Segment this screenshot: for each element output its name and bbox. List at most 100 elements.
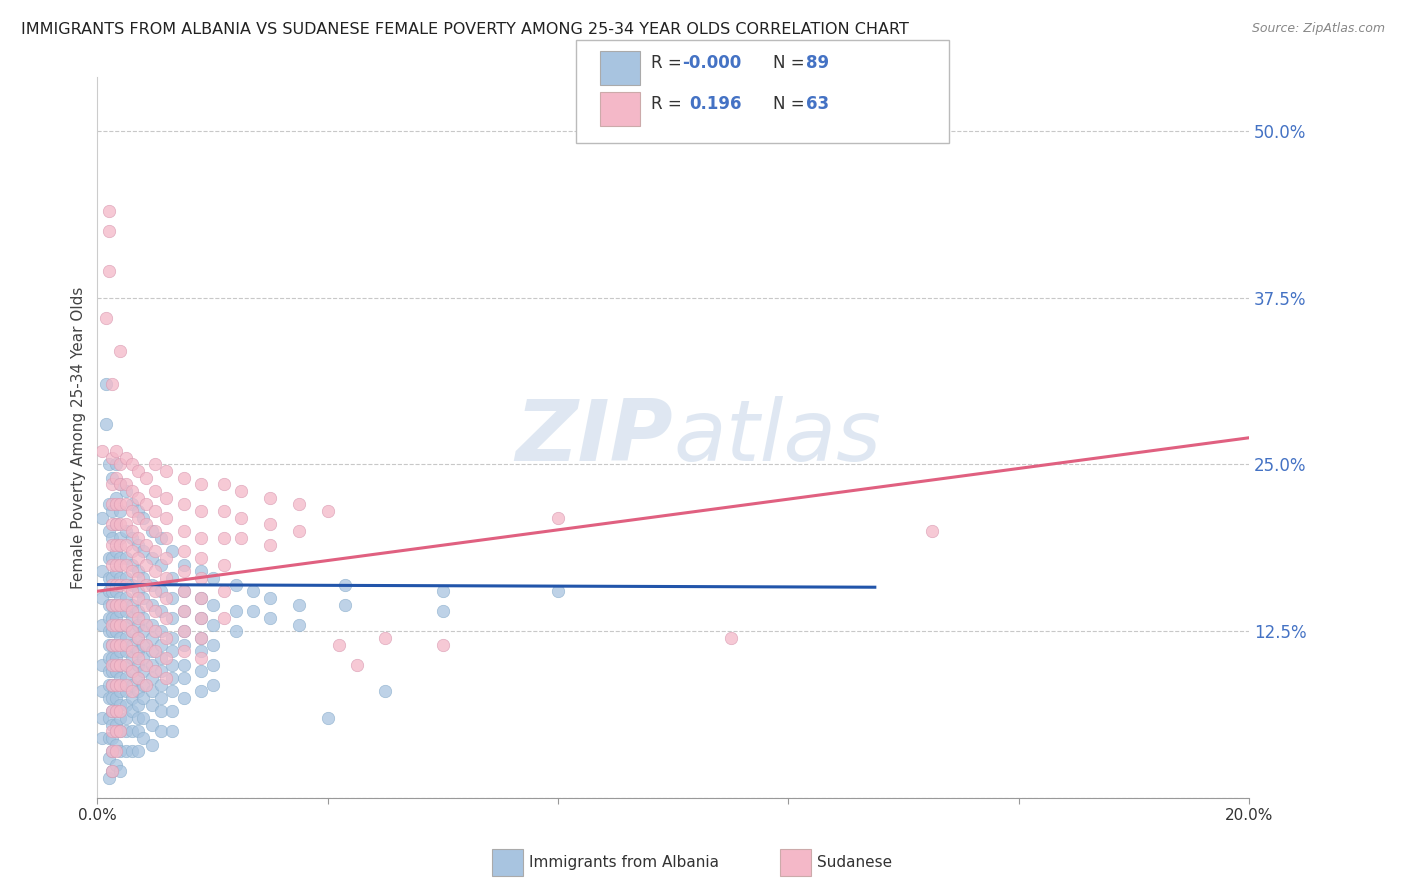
- Point: [115, 617, 138, 632]
- Point: [143, 484, 166, 499]
- Point: [141, 644, 163, 658]
- Point: [127, 671, 149, 685]
- Point: [149, 678, 172, 692]
- Point: [135, 558, 157, 572]
- Point: [212, 504, 235, 518]
- Point: [97, 203, 120, 218]
- Point: [110, 671, 132, 685]
- Point: [143, 584, 166, 599]
- Point: [97, 731, 120, 745]
- Point: [231, 484, 253, 499]
- Point: [97, 550, 120, 565]
- Text: 63: 63: [806, 95, 828, 113]
- Point: [132, 711, 155, 725]
- Point: [132, 511, 155, 525]
- Point: [110, 550, 132, 565]
- Point: [132, 731, 155, 745]
- Point: [104, 724, 127, 739]
- Point: [104, 638, 127, 652]
- Point: [100, 638, 122, 652]
- Text: N =: N =: [773, 95, 810, 113]
- Point: [121, 644, 143, 658]
- Point: [110, 657, 132, 672]
- Point: [143, 524, 166, 538]
- Point: [110, 537, 132, 551]
- Point: [374, 684, 396, 698]
- Point: [212, 477, 235, 491]
- Point: [259, 491, 281, 505]
- Point: [100, 377, 122, 392]
- Point: [104, 544, 127, 558]
- Point: [155, 611, 177, 625]
- Point: [121, 665, 143, 679]
- Point: [173, 624, 195, 639]
- Point: [115, 591, 138, 605]
- Point: [97, 498, 120, 512]
- Point: [155, 571, 177, 585]
- Point: [155, 671, 177, 685]
- Point: [91, 444, 114, 458]
- Point: [104, 744, 127, 758]
- Y-axis label: Female Poverty Among 25-34 Year Olds: Female Poverty Among 25-34 Year Olds: [72, 286, 86, 589]
- Point: [143, 458, 166, 472]
- Point: [110, 617, 132, 632]
- Point: [160, 704, 183, 718]
- Point: [97, 638, 120, 652]
- Point: [115, 524, 138, 538]
- Point: [100, 584, 122, 599]
- Point: [259, 517, 281, 532]
- Point: [190, 564, 212, 578]
- Point: [104, 665, 127, 679]
- Point: [121, 544, 143, 558]
- Point: [132, 544, 155, 558]
- Point: [100, 657, 122, 672]
- Point: [155, 491, 177, 505]
- Point: [115, 484, 138, 499]
- Point: [121, 744, 143, 758]
- Point: [547, 584, 569, 599]
- Point: [149, 690, 172, 705]
- Point: [212, 558, 235, 572]
- Point: [141, 684, 163, 698]
- Point: [110, 591, 132, 605]
- Point: [91, 511, 114, 525]
- Point: [115, 698, 138, 712]
- Point: [201, 657, 224, 672]
- Point: [121, 564, 143, 578]
- Point: [100, 744, 122, 758]
- Point: [155, 464, 177, 478]
- Point: [100, 764, 122, 779]
- Point: [100, 617, 122, 632]
- Point: [143, 504, 166, 518]
- Point: [110, 571, 132, 585]
- Point: [143, 644, 166, 658]
- Point: [135, 517, 157, 532]
- Point: [104, 617, 127, 632]
- Point: [115, 631, 138, 645]
- Point: [160, 591, 183, 605]
- Point: [173, 604, 195, 618]
- Point: [104, 678, 127, 692]
- Point: [141, 617, 163, 632]
- Point: [110, 344, 132, 359]
- Point: [97, 751, 120, 765]
- Point: [110, 477, 132, 491]
- Point: [190, 504, 212, 518]
- Point: [173, 471, 195, 485]
- Point: [132, 665, 155, 679]
- Point: [190, 477, 212, 491]
- Point: [115, 537, 138, 551]
- Point: [97, 624, 120, 639]
- Point: [91, 711, 114, 725]
- Point: [149, 704, 172, 718]
- Point: [110, 531, 132, 545]
- Point: [97, 458, 120, 472]
- Point: [135, 638, 157, 652]
- Point: [288, 524, 311, 538]
- Point: [110, 684, 132, 698]
- Point: [259, 591, 281, 605]
- Point: [104, 678, 127, 692]
- Point: [104, 757, 127, 772]
- Point: [100, 717, 122, 731]
- Point: [104, 537, 127, 551]
